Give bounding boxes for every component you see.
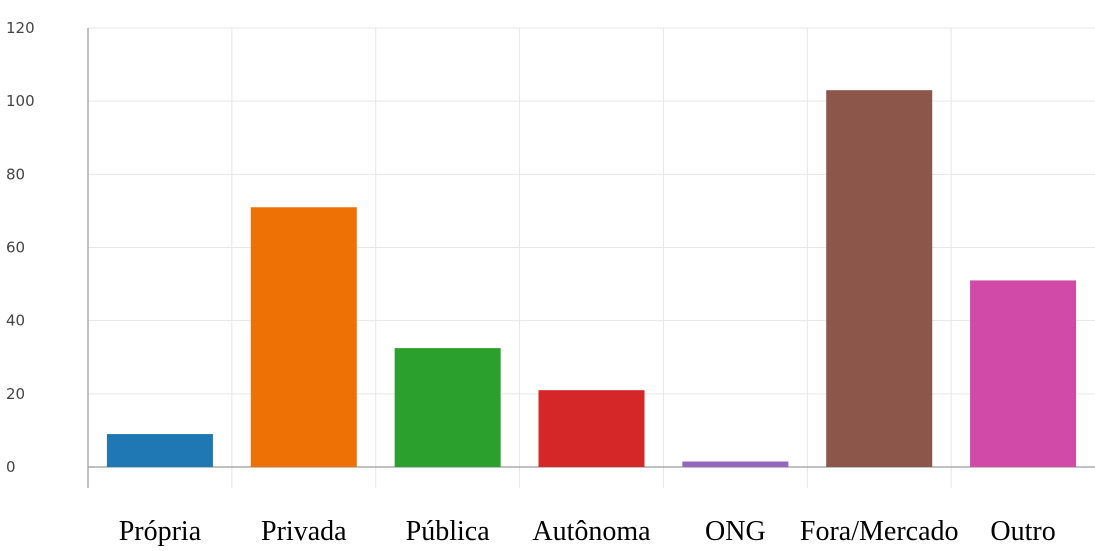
- bar: [394, 348, 501, 467]
- x-category-label: Fora/Mercado: [800, 516, 959, 547]
- x-category-label: ONG: [705, 516, 766, 547]
- x-category-label: Pública: [406, 516, 491, 547]
- y-tick-label: 80: [6, 165, 25, 183]
- y-tick-label: 20: [6, 385, 25, 403]
- y-tick-labels: 0 20 40 60 80 100 120: [6, 19, 35, 476]
- x-category-labels: Própria Privada Pública Autônoma ONG Fora/Mer…: [119, 516, 1056, 547]
- x-category-label: Privada: [261, 516, 347, 547]
- bar: [106, 434, 213, 467]
- bar: [250, 207, 357, 467]
- x-category-label: Outro: [990, 516, 1055, 547]
- y-tick-label: 100: [6, 92, 35, 110]
- y-tick-label: 60: [6, 239, 25, 257]
- y-tick-label: 0: [6, 458, 16, 476]
- y-tick-label: 120: [6, 19, 35, 37]
- bars: [106, 90, 1077, 468]
- bar: [682, 461, 789, 467]
- bar: [970, 280, 1077, 467]
- bar: [538, 390, 645, 467]
- x-category-label: Própria: [119, 516, 202, 547]
- bar: [826, 90, 933, 468]
- x-category-label: Autônoma: [532, 516, 651, 547]
- y-tick-label: 40: [6, 312, 25, 330]
